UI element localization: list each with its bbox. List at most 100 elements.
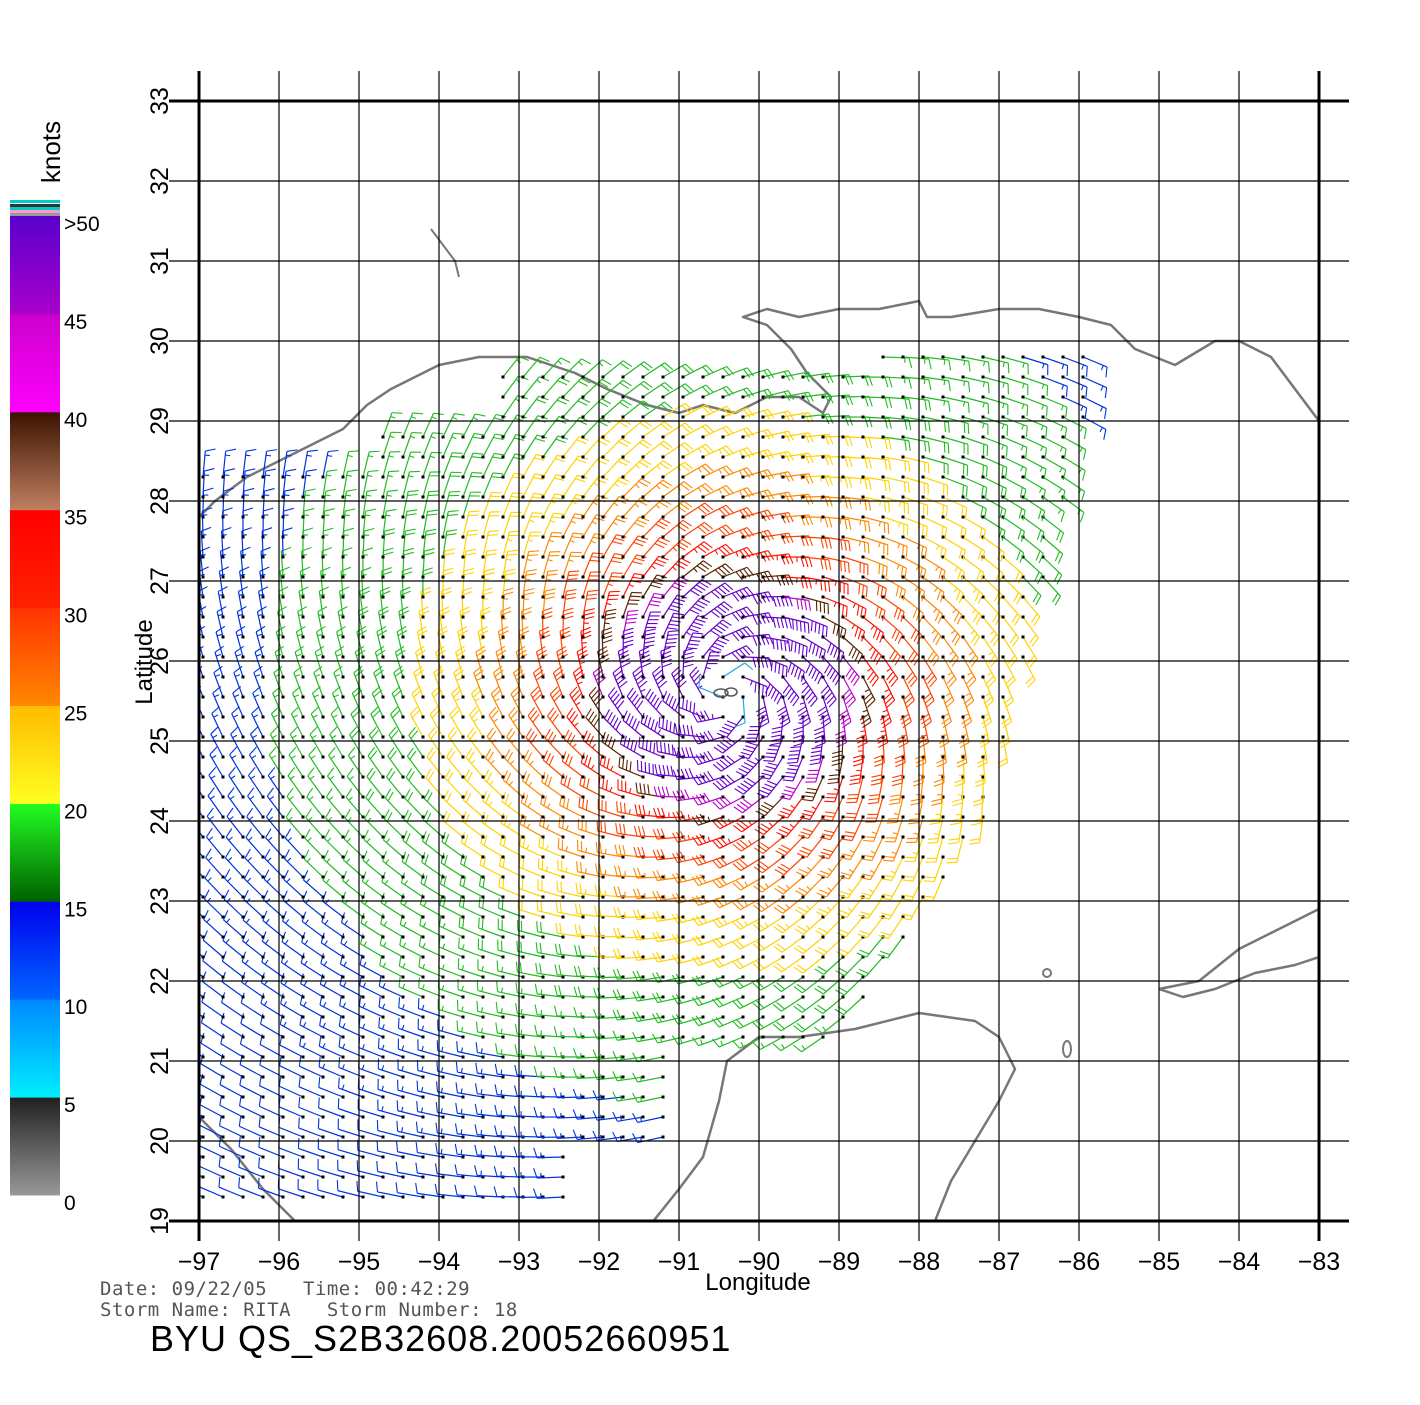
- wind-barb: [269, 747, 284, 778]
- barb-station-dot: [642, 716, 645, 719]
- barb-feather: [344, 941, 347, 945]
- barb-feather: [978, 763, 987, 768]
- barb-station-dot: [302, 696, 305, 699]
- barb-feather: [745, 746, 755, 749]
- barb-feather: [633, 951, 637, 961]
- wind-barb: [540, 815, 565, 838]
- barb-station-dot: [822, 936, 825, 939]
- barb-feather: [310, 776, 314, 779]
- barb-feather: [458, 658, 463, 659]
- barb-station-dot: [542, 716, 545, 719]
- barb-feather: [346, 879, 349, 883]
- barb-station-dot: [522, 896, 525, 899]
- barb-station-dot: [542, 916, 545, 919]
- barb-staff: [247, 817, 263, 837]
- barb-feather: [455, 1123, 457, 1133]
- barb-feather: [285, 850, 290, 859]
- barb-feather: [615, 866, 618, 876]
- wind-barb: [184, 910, 204, 939]
- barb-feather: [402, 1086, 403, 1091]
- barb-feather: [790, 747, 800, 748]
- wind-barb: [329, 747, 345, 778]
- barb-feather: [404, 922, 406, 926]
- barb-station-dot: [642, 1096, 645, 1099]
- barb-feather: [462, 945, 464, 950]
- barb-feather: [870, 870, 874, 872]
- wind-barb: [294, 666, 305, 698]
- wind-barb: [359, 1016, 384, 1038]
- barb-feather: [869, 799, 879, 800]
- wind-barb: [346, 788, 364, 818]
- barb-station-dot: [262, 1196, 265, 1199]
- barb-feather: [305, 961, 308, 965]
- barb-feather: [225, 869, 230, 878]
- barb-feather: [437, 1061, 438, 1071]
- barb-feather: [271, 707, 279, 714]
- barb-feather: [856, 770, 861, 771]
- barb-station-dot: [562, 716, 565, 719]
- barb-feather: [563, 818, 564, 828]
- barb-station-dot: [482, 936, 485, 939]
- barb-staff: [343, 860, 363, 877]
- barb-feather: [639, 737, 640, 747]
- barb-feather: [210, 816, 214, 819]
- barb-feather: [246, 939, 249, 943]
- barb-station-dot: [342, 996, 345, 999]
- barb-feather: [570, 735, 575, 744]
- barb-station-dot: [282, 916, 285, 919]
- wind-barb: [332, 686, 344, 718]
- barb-feather: [226, 939, 229, 943]
- barb-station-dot: [862, 676, 865, 679]
- barb-station-dot: [202, 956, 205, 959]
- barb-feather: [568, 777, 571, 787]
- barb-feather: [528, 803, 531, 807]
- barb-feather: [461, 1150, 462, 1155]
- barb-feather: [566, 846, 568, 851]
- barb-feather: [801, 832, 811, 835]
- barb-feather: [397, 1121, 398, 1131]
- barb-station-dot: [262, 796, 265, 799]
- barb-station-dot: [202, 756, 205, 759]
- barb-feather: [399, 997, 400, 1007]
- barb-station-dot: [282, 776, 285, 779]
- wind-barb: [223, 910, 244, 938]
- wind-barb: [461, 833, 484, 859]
- barb-feather: [668, 631, 678, 632]
- barb-station-dot: [202, 776, 205, 779]
- barb-station-dot: [202, 836, 205, 839]
- colorbar-band: [10, 314, 60, 412]
- barb-feather: [664, 915, 665, 920]
- barb-feather: [688, 644, 698, 645]
- barb-feather: [206, 828, 212, 837]
- wind-barb: [374, 666, 385, 698]
- barb-feather: [858, 743, 867, 748]
- wind-barb: [407, 748, 424, 779]
- wind-barb: [410, 707, 424, 739]
- barb-feather: [892, 783, 902, 786]
- barb-station-dot: [222, 796, 225, 799]
- barb-feather: [559, 817, 560, 827]
- barb-staff: [200, 1105, 223, 1117]
- wind-barb: [579, 797, 605, 819]
- barb-station-dot: [902, 876, 905, 879]
- barb-feather: [605, 734, 608, 744]
- barb-feather: [810, 763, 820, 765]
- barb-station-dot: [402, 816, 405, 819]
- wind-barb: [369, 727, 384, 758]
- barb-feather: [243, 911, 247, 921]
- wind-barb: [414, 666, 425, 698]
- barb-station-dot: [762, 976, 765, 979]
- wind-barb: [263, 890, 284, 918]
- barb-feather: [555, 985, 557, 995]
- barb-feather: [517, 941, 518, 951]
- barb-feather: [475, 1165, 477, 1175]
- barb-station-dot: [262, 1076, 265, 1079]
- barb-station-dot: [542, 956, 545, 959]
- wind-barb: [379, 997, 404, 1019]
- barb-feather: [925, 877, 935, 878]
- barb-feather: [224, 890, 229, 899]
- barb-feather: [521, 942, 522, 952]
- barb-station-dot: [322, 1136, 325, 1139]
- barb-staff: [201, 1043, 223, 1057]
- barb-feather: [495, 1084, 497, 1094]
